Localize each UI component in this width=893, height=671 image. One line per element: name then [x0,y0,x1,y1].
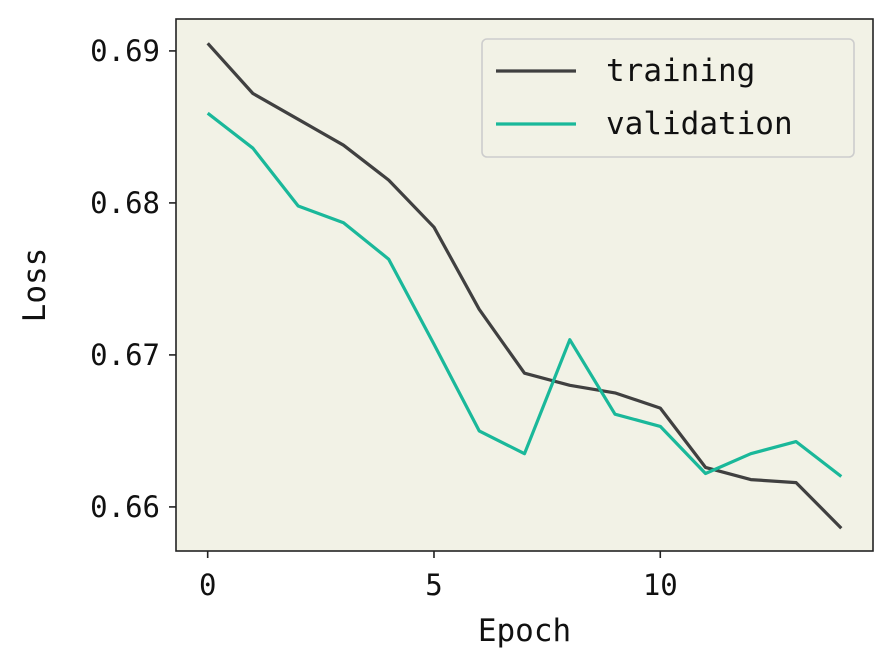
y-tick-label: 0.68 [90,186,160,220]
legend: training validation [482,39,854,157]
x-tick-label: 0 [199,568,216,602]
y-tick-label: 0.69 [90,34,160,68]
x-tick-label: 10 [643,568,678,602]
y-axis-label: Loss [17,248,53,323]
legend-label-validation: validation [606,106,793,142]
y-axis: 0.66 0.67 0.68 0.69 [90,34,176,524]
x-axis-label: Epoch [478,613,571,649]
x-axis: 0 5 10 [199,551,678,602]
legend-label-training: training [606,53,755,89]
x-tick-label: 5 [425,568,442,602]
y-tick-label: 0.66 [90,490,160,524]
y-tick-label: 0.67 [90,338,160,372]
